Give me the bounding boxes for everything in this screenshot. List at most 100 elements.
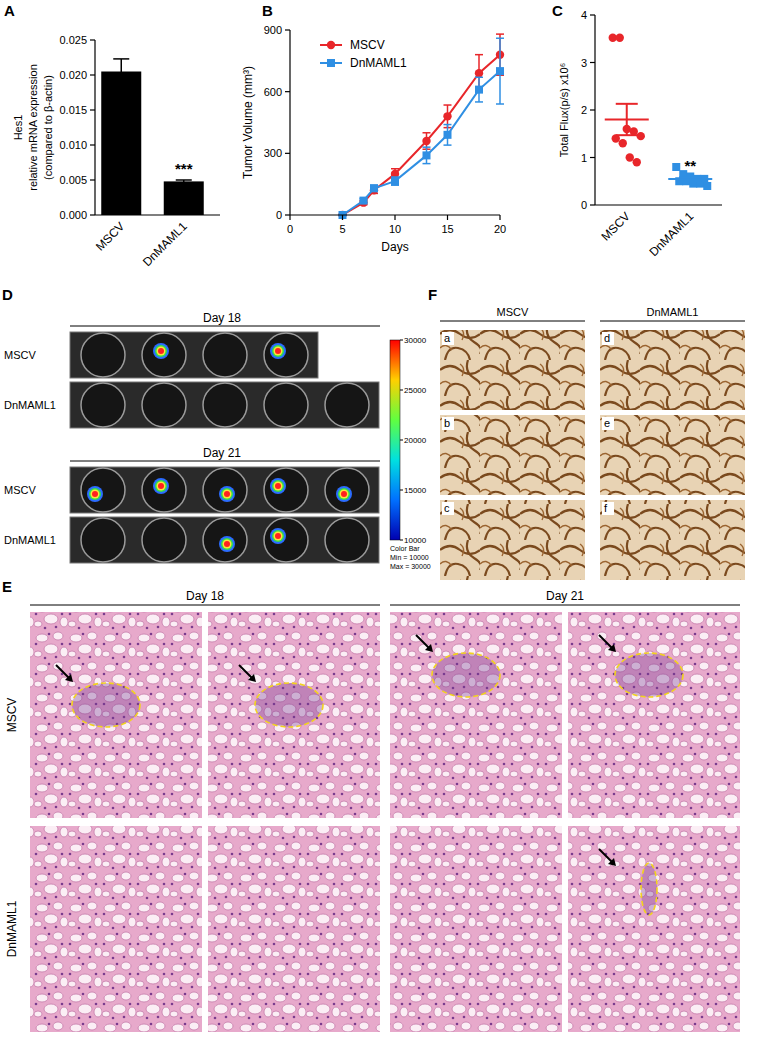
chart-a: MSCVDnMAML10.0000.0050.0100.0150.0200.02… (12, 34, 220, 269)
lines (338, 34, 504, 219)
image-label: b (444, 417, 450, 429)
color-tick-label: 15000 (404, 486, 427, 495)
y-tick (285, 214, 290, 215)
well (81, 383, 125, 427)
dots (605, 34, 713, 190)
y-label: (compared to β-actin) (42, 75, 54, 180)
color-tick (400, 340, 403, 341)
tumor-outline (641, 863, 657, 915)
label-box (602, 417, 614, 430)
title-rule (390, 605, 740, 606)
y-tick (590, 62, 595, 63)
well (325, 383, 369, 427)
x-tick (499, 215, 500, 220)
panel-label: C (552, 2, 563, 19)
he-image (208, 826, 380, 1032)
title-rule (30, 605, 380, 606)
ihc-image (440, 500, 585, 580)
panel-f: MSCVabcDnMAML1def (440, 306, 745, 580)
plate-strip (70, 382, 379, 428)
signal (274, 482, 283, 491)
arrow-head (248, 674, 256, 682)
image-label: a (444, 332, 451, 344)
well (264, 468, 308, 512)
signal (340, 490, 349, 499)
error-cap (496, 37, 504, 39)
y-tick-label: 0.025 (59, 34, 87, 46)
point (360, 197, 368, 205)
y-tick-label: 0.010 (59, 139, 87, 151)
column-title: DnMAML1 (647, 306, 699, 318)
error-cap (444, 104, 452, 106)
panel-label: A (4, 2, 15, 19)
signal (338, 488, 350, 500)
y-tick-label: 0 (581, 199, 587, 211)
well (203, 468, 247, 512)
error-cap (444, 144, 452, 146)
signal (92, 491, 98, 497)
signal (153, 343, 169, 359)
ihc-image (600, 330, 745, 410)
image-label: c (444, 502, 450, 514)
title-rule (70, 461, 380, 462)
x-label: Days (381, 240, 408, 254)
he-image (568, 612, 740, 818)
panel-e: Day 18Day 21MSCVDnMAML1 (5, 589, 740, 1032)
ihc-image (600, 415, 745, 495)
title-rule (70, 326, 380, 327)
panel-label: E (2, 578, 12, 595)
signal (275, 483, 281, 489)
signal (270, 343, 286, 359)
signal (91, 490, 100, 499)
color-bar (390, 340, 400, 540)
y-tick-label: 1 (581, 152, 587, 164)
color-tick (400, 440, 403, 441)
x-tick (289, 215, 290, 220)
error-bar (121, 59, 123, 84)
y-tick (90, 109, 95, 110)
y-tick (90, 74, 95, 75)
color-tick-label: 10000 (404, 536, 427, 545)
signal (224, 541, 230, 547)
well (142, 383, 186, 427)
y-tick (90, 179, 95, 180)
well (325, 518, 369, 562)
image-label: f (604, 502, 608, 514)
series-line (343, 55, 501, 215)
error-cap (496, 103, 504, 105)
label-box (602, 502, 614, 515)
x-tick-label: MSCV (598, 209, 632, 243)
x-tick (342, 215, 343, 220)
series-line (343, 71, 501, 215)
point (443, 112, 451, 120)
y-tick-label: 300 (264, 147, 282, 159)
color-bar-max: Max = 30000 (390, 563, 431, 570)
arrow-head (608, 644, 616, 652)
bar (164, 181, 204, 215)
x-tick-label: 10 (389, 223, 401, 235)
y-tick-label: 2 (581, 104, 587, 116)
signal (153, 478, 169, 494)
significance: *** (175, 160, 193, 177)
point (391, 177, 399, 185)
sem-cap (679, 176, 701, 178)
signal (270, 528, 286, 544)
title-rule (600, 321, 745, 322)
point (423, 151, 431, 159)
point (475, 69, 483, 77)
group-title: Day 18 (203, 311, 241, 325)
well (81, 518, 125, 562)
arrow (599, 635, 613, 649)
panel-label: D (2, 286, 13, 303)
signal (224, 491, 230, 497)
chart-c: MSCVDnMAML101234Total Flux(p/s) x10⁶ (558, 9, 722, 259)
point (637, 132, 645, 140)
bars (101, 59, 204, 215)
signal (219, 536, 235, 552)
he-image (30, 612, 202, 818)
image-label: d (604, 332, 610, 344)
legend-marker (327, 41, 335, 49)
arrow-head (425, 644, 433, 652)
well (203, 518, 247, 562)
y-tick-label: 0.020 (59, 69, 87, 81)
